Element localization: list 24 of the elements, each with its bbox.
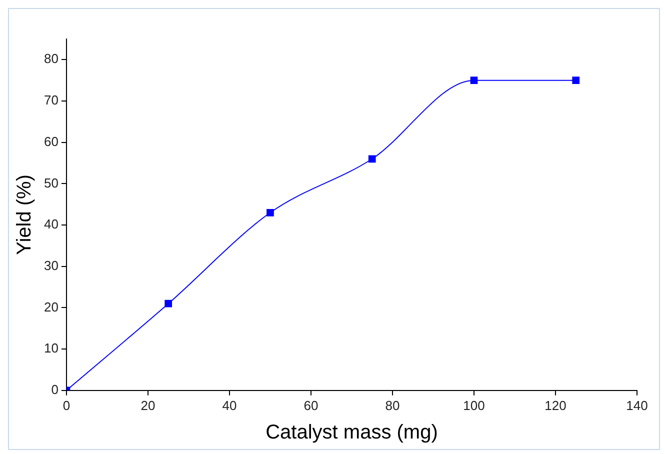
y-tick-label: 60 bbox=[44, 134, 58, 149]
x-tick-label: 60 bbox=[304, 398, 318, 413]
point bbox=[572, 76, 580, 84]
y-tick-label: 40 bbox=[44, 216, 58, 232]
y-tick-label: 10 bbox=[44, 340, 58, 356]
y-tick-label: 0 bbox=[51, 382, 58, 397]
y-tick-label: 70 bbox=[44, 92, 58, 108]
y-tick-label: 80 bbox=[44, 51, 58, 66]
x-tick-label: 120 bbox=[544, 398, 566, 413]
x-tick-label: 40 bbox=[222, 398, 237, 413]
point bbox=[164, 300, 172, 308]
point bbox=[266, 208, 274, 216]
y-tick-label: 50 bbox=[44, 175, 58, 190]
x-tick-label: 80 bbox=[385, 398, 400, 413]
x-tick-label: 140 bbox=[626, 398, 648, 413]
y-axis-title: Yield (%) bbox=[14, 174, 36, 255]
x-tick-label: 20 bbox=[140, 398, 156, 413]
point bbox=[470, 76, 478, 84]
y-tick-label: 30 bbox=[44, 258, 58, 273]
y-tick-label: 20 bbox=[44, 299, 58, 314]
x-axis-title: Catalyst mass (mg) bbox=[266, 422, 438, 444]
x-tick-label: 0 bbox=[62, 398, 70, 413]
x-tick-label: 100 bbox=[463, 398, 485, 413]
point bbox=[368, 155, 376, 163]
